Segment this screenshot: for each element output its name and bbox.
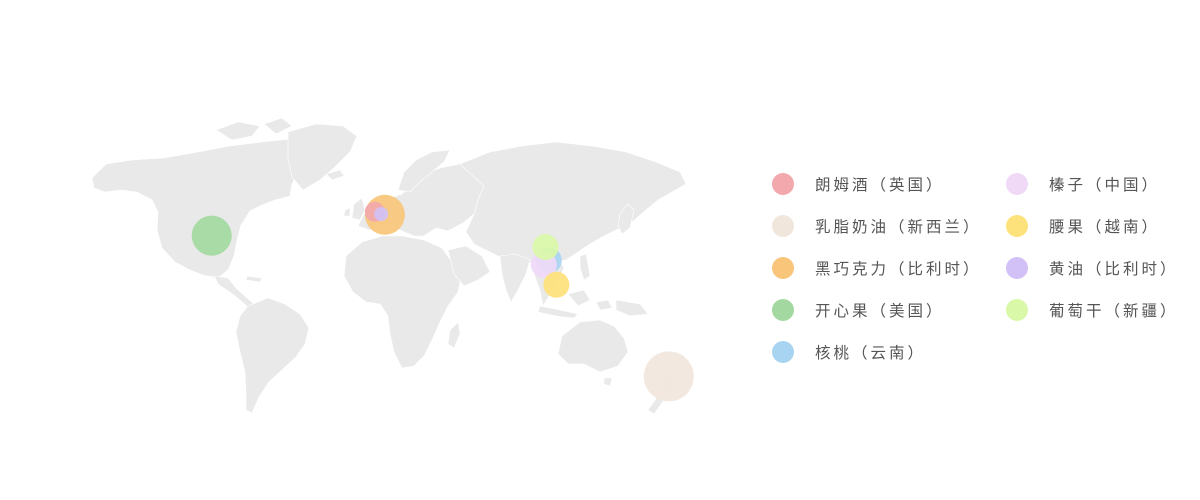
legend-label-cashew: 腰果（越南）: [1049, 218, 1161, 236]
land-scandinavia: [397, 149, 451, 193]
land-arctic-islands: [215, 117, 293, 141]
bubble-cashew[interactable]: [543, 271, 570, 298]
legend-label-rum: 朗姆酒（英国）: [815, 176, 945, 194]
legend-dot-rum: [772, 173, 794, 195]
legend-item-rum[interactable]: 朗姆酒（英国）: [772, 170, 945, 198]
legend-item-raisin[interactable]: 葡萄干（新疆）: [1006, 296, 1179, 324]
land-madagascar: [447, 321, 461, 349]
land-british-isles: [343, 197, 366, 221]
bubble-pistachio[interactable]: [191, 215, 232, 256]
land-arabia: [447, 245, 491, 287]
land-south-america: [235, 297, 310, 414]
legend-dot-walnut: [772, 341, 794, 363]
land-caribbean: [245, 275, 263, 283]
legend-dot-pistachio: [772, 299, 794, 321]
land-greenland: [287, 123, 358, 191]
land-australia: [557, 319, 629, 373]
land-central-america: [213, 275, 255, 309]
land-north-america: [91, 130, 335, 279]
legend-label-walnut: 核桃（云南）: [815, 344, 927, 362]
land-indonesia: [537, 289, 649, 319]
land-india: [499, 253, 531, 303]
legend-dot-cream: [772, 215, 794, 237]
legend-dot-butter: [1006, 257, 1028, 279]
legend-item-cream[interactable]: 乳脂奶油（新西兰）: [772, 212, 982, 240]
land-iceland: [325, 169, 345, 181]
legend-item-pistachio[interactable]: 开心果（美国）: [772, 296, 945, 324]
bubble-cream[interactable]: [643, 351, 694, 402]
legend-label-pistachio: 开心果（美国）: [815, 302, 945, 320]
legend-label-chocolate: 黑巧克力（比利时）: [815, 260, 982, 278]
legend-dot-cashew: [1006, 215, 1028, 237]
legend-item-hazelnut[interactable]: 榛子（中国）: [1006, 170, 1160, 198]
legend-item-chocolate[interactable]: 黑巧克力（比利时）: [772, 254, 982, 282]
land-masses: [91, 117, 687, 415]
legend-label-raisin: 葡萄干（新疆）: [1049, 302, 1179, 320]
land-africa: [343, 235, 463, 369]
land-asia: [459, 141, 687, 265]
bubble-butter[interactable]: [374, 207, 389, 222]
origin-bubbles: [191, 194, 694, 402]
legend-dot-chocolate: [772, 257, 794, 279]
land-japan: [617, 203, 635, 235]
legend-dot-raisin: [1006, 299, 1028, 321]
land-tasmania: [603, 377, 613, 387]
land-philippines: [579, 253, 591, 281]
legend-label-hazelnut: 榛子（中国）: [1049, 176, 1161, 194]
legend-dot-hazelnut: [1006, 173, 1028, 195]
legend-item-cashew[interactable]: 腰果（越南）: [1006, 212, 1160, 240]
legend-item-butter[interactable]: 黄油（比利时）: [1006, 254, 1179, 282]
legend-label-butter: 黄油（比利时）: [1049, 260, 1179, 278]
bubble-raisin[interactable]: [532, 234, 559, 260]
legend-label-cream: 乳脂奶油（新西兰）: [815, 218, 982, 236]
legend-item-walnut[interactable]: 核桃（云南）: [772, 338, 926, 366]
